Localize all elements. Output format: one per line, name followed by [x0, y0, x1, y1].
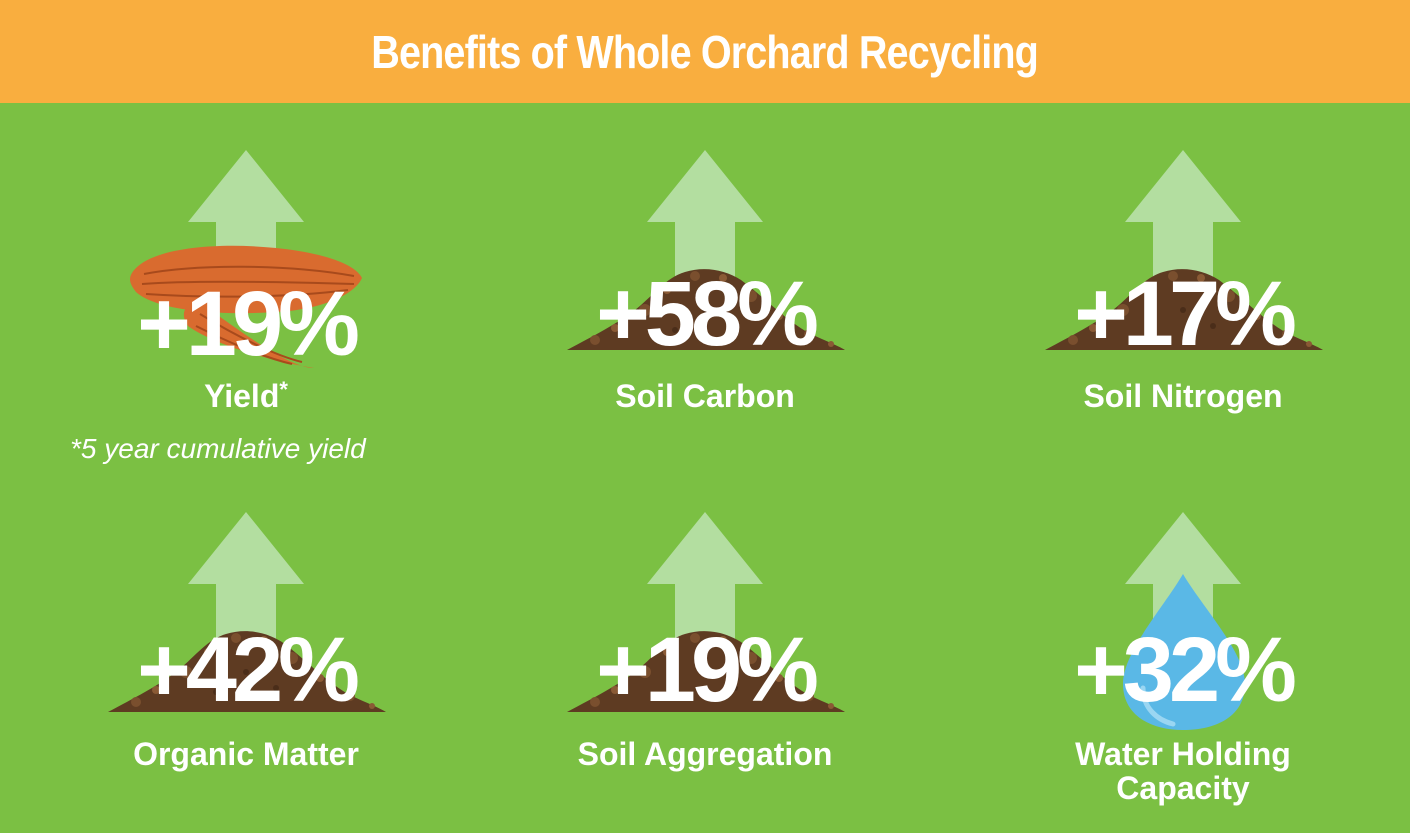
benefit-value: +58% [596, 263, 819, 365]
benefit-tile-organic-matter: +42% Organic Matter [96, 512, 396, 812]
title-banner: Benefits of Whole Orchard Recycling [0, 0, 1410, 103]
benefit-graphic [1123, 512, 1245, 730]
benefit-value: +42% [137, 619, 360, 721]
benefit-tile-soil-aggregation: +19% Soil Aggregation [555, 512, 855, 812]
almond-icon [130, 245, 362, 368]
benefit-label-line-1: Water Holding [1075, 736, 1291, 772]
benefit-label: Soil Nitrogen [1083, 378, 1283, 414]
benefit-label-line-2: Capacity [1116, 770, 1250, 806]
water-drop-icon [1123, 574, 1245, 730]
benefit-value: +17% [1074, 263, 1297, 365]
footnote-marker: * [279, 377, 288, 402]
benefit-value: +32% [1074, 619, 1297, 721]
benefit-graphic [130, 150, 362, 368]
benefit-label: Soil Aggregation [577, 736, 833, 772]
benefit-tile-soil-nitrogen: +17% Soil Nitrogen [1033, 150, 1333, 450]
page-title: Benefits of Whole Orchard Recycling [371, 25, 1040, 78]
benefit-value: +19% [596, 619, 819, 721]
benefit-tile-water-holding-capacity: +32% Water Holding Capacity [1033, 512, 1333, 812]
benefit-value: +19% [137, 273, 360, 375]
benefit-label-text: Yield [204, 378, 280, 414]
benefit-tile-yield: +19% Yield* [96, 150, 396, 450]
benefit-label: Organic Matter [133, 736, 359, 772]
benefit-label: Soil Carbon [615, 378, 795, 414]
benefit-label: Yield* [96, 377, 396, 414]
benefit-tile-soil-carbon: +58% Soil Carbon [555, 150, 855, 450]
yield-footnote: *5 year cumulative yield [70, 433, 366, 464]
